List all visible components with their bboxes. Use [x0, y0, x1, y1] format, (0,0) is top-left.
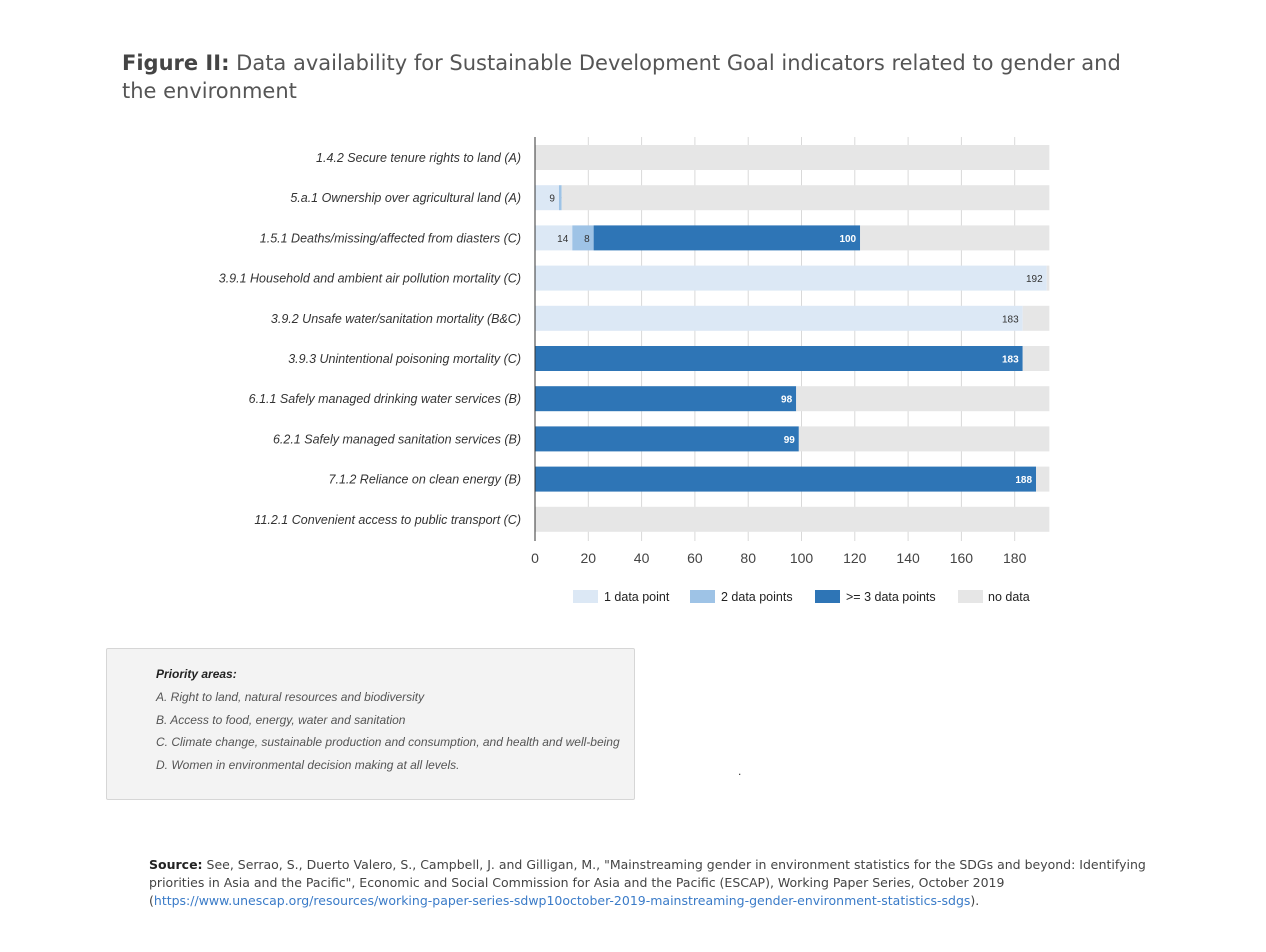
figure-title-text: Data availability for Sustainable Develo…: [122, 51, 1121, 103]
stray-dot: .: [738, 764, 742, 778]
category-label: 5.a.1 Ownership over agricultural land (…: [290, 191, 521, 205]
category-label: 1.5.1 Deaths/missing/affected from diast…: [260, 231, 521, 245]
data-label: 100: [839, 234, 856, 245]
x-tick-label: 100: [790, 550, 814, 566]
data-label: 183: [1002, 314, 1019, 325]
legend-label-3: >= 3 data points: [846, 590, 936, 604]
priority-areas-box: Priority areas: A. Right to land, natura…: [106, 648, 635, 800]
data-label: 183: [1002, 355, 1019, 366]
source-link[interactable]: https://www.unescap.org/resources/workin…: [153, 893, 971, 908]
x-tick-label: 40: [634, 550, 650, 566]
category-label: 3.9.1 Household and ambient air pollutio…: [219, 272, 521, 286]
data-label: 14: [557, 234, 569, 245]
bar-10-series-4: [535, 506, 1050, 532]
figure-label: Figure II:: [122, 51, 230, 75]
priority-item-d: D. Women in environmental decision makin…: [156, 757, 460, 772]
figure-title: Figure II: Data availability for Sustain…: [122, 49, 1122, 105]
bar-chart: 1.4.2 Secure tenure rights to land (A) 9 1…: [219, 137, 1050, 604]
category-label: 6.1.1 Safely managed drinking water serv…: [249, 392, 521, 406]
bar-6-series-3: [535, 346, 1023, 371]
data-label: 192: [1026, 274, 1043, 285]
bar-3-series-1: [535, 225, 573, 251]
bar-8-series-3: [535, 426, 799, 452]
x-tick-label: 180: [1003, 550, 1027, 566]
legend-swatch-4: [958, 590, 983, 603]
legend-label-4: no data: [988, 590, 1030, 604]
legend-label-2: 2 data points: [721, 590, 793, 604]
data-label: 188: [1015, 475, 1032, 486]
category-label: 3.9.2 Unsafe water/sanitation mortality …: [271, 312, 521, 326]
bar-7-series-4: [796, 386, 1050, 412]
bar-2-series-2: [558, 185, 562, 211]
bar-7-series-3: [535, 386, 797, 412]
x-tick-label: 0: [531, 550, 539, 566]
bar-3-series-4: [860, 225, 1050, 251]
source-tail: ).: [970, 893, 980, 908]
bar-9-series-3: [535, 466, 1037, 492]
x-tick-label: 120: [843, 550, 867, 566]
bar-6-series-4: [1022, 346, 1050, 371]
priority-item-a: A. Right to land, natural resources and …: [156, 690, 425, 704]
data-label: 9: [549, 194, 555, 205]
x-tick-label: 80: [740, 550, 756, 566]
category-label: 3.9.3 Unintentional poisoning mortality …: [288, 352, 521, 366]
data-label: 8: [584, 234, 590, 245]
bar-1-series-4: [535, 145, 1050, 170]
bar-3-series-3: [593, 225, 861, 251]
legend-swatch-1: [573, 590, 598, 603]
x-tick-label: 160: [950, 550, 974, 566]
category-label: 6.2.1 Safely managed sanitation services…: [273, 432, 521, 446]
data-label: 99: [784, 435, 796, 446]
legend-swatch-3: [815, 590, 840, 603]
priority-heading: Priority areas:: [156, 667, 237, 681]
legend-swatch-2: [690, 590, 715, 603]
source-note: Source: See, Serrao, S., Duerto Valero, …: [149, 856, 1149, 910]
bar-3-series-2: [572, 225, 594, 251]
bar-2-series-4: [561, 185, 1050, 211]
source-label: Source:: [149, 857, 203, 872]
priority-item-b: B. Access to food, energy, water and san…: [156, 712, 406, 727]
priority-item-c: C. Climate change, sustainable productio…: [156, 735, 620, 749]
category-label: 7.1.2 Reliance on clean energy (B): [329, 473, 521, 487]
source-text: See, Serrao, S., Duerto Valero, S., Camp…: [149, 857, 1146, 908]
bar-4-series-4: [1046, 265, 1050, 291]
legend-label-1: 1 data point: [604, 590, 670, 604]
x-tick-label: 140: [896, 550, 920, 566]
bar-4-series-1: [535, 265, 1047, 291]
category-label: 11.2.1 Convenient access to public trans…: [254, 513, 521, 527]
bar-5-series-4: [1022, 305, 1050, 331]
bar-2-series-1: [535, 185, 559, 211]
category-label: 1.4.2 Secure tenure rights to land (A): [316, 151, 521, 165]
bar-8-series-4: [798, 426, 1050, 452]
x-tick-label: 20: [581, 550, 597, 566]
data-label: 98: [781, 395, 793, 406]
bar-5-series-1: [535, 305, 1023, 331]
x-tick-label: 60: [687, 550, 703, 566]
bar-9-series-4: [1036, 466, 1050, 492]
